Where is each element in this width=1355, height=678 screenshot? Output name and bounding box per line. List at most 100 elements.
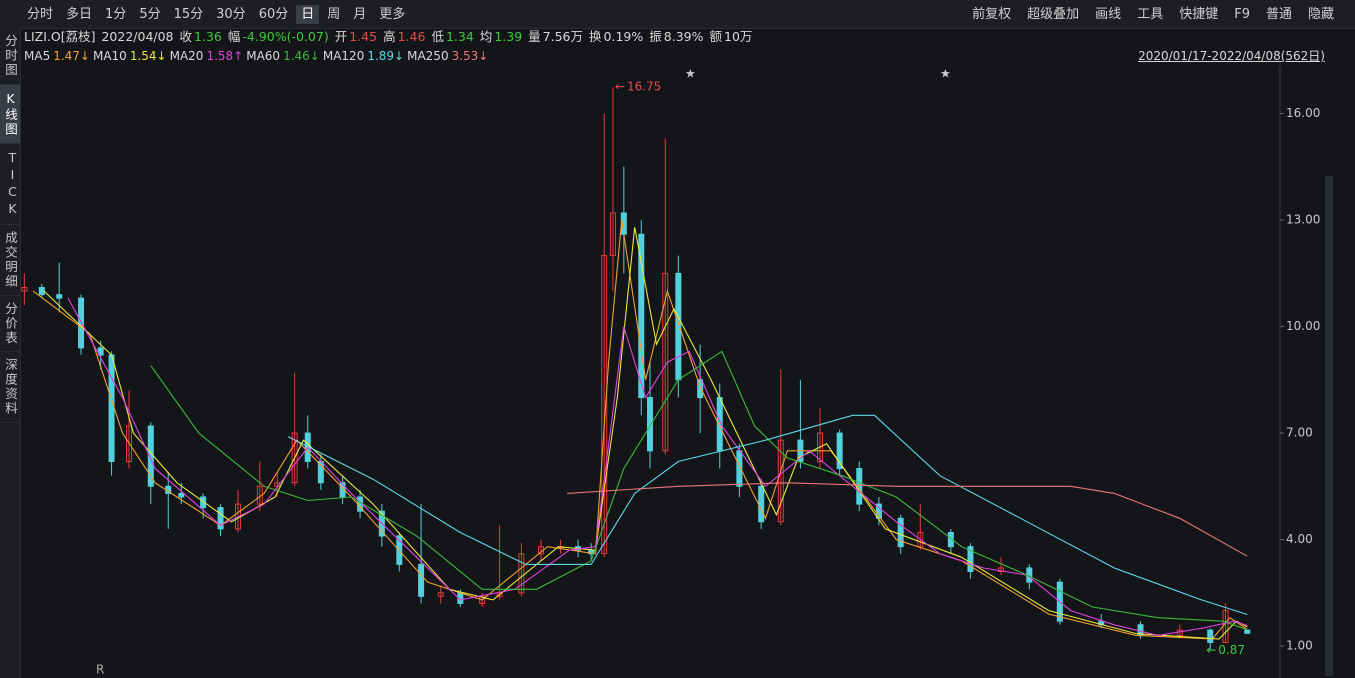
rights-mark: R — [96, 663, 104, 677]
side-tab[interactable]: TICK — [0, 144, 20, 225]
event-star: ★ — [940, 67, 951, 81]
toolbar-button[interactable]: 快捷键 — [1179, 7, 1219, 22]
high-label: 16.75 — [627, 79, 661, 93]
candle-body — [38, 287, 45, 296]
legend-value: 1.47↓ — [53, 49, 90, 63]
field-value: 0.19% — [603, 29, 644, 44]
ma-line — [287, 414, 1248, 616]
candle-body — [897, 517, 904, 548]
field-key: 低 — [431, 29, 444, 44]
ma-line — [567, 482, 1248, 557]
candle-body — [947, 531, 954, 548]
candle-body — [836, 432, 843, 470]
candle-body — [291, 432, 298, 484]
candle-body — [125, 425, 132, 462]
side-tab[interactable]: K线图 — [0, 84, 20, 144]
ma-line — [67, 297, 1248, 636]
date-range[interactable]: 2020/01/17-2022/04/08(562日) — [1138, 49, 1325, 63]
toolbar-button[interactable]: 周 — [327, 7, 341, 22]
arrow: ← — [615, 79, 625, 93]
field-key: 开 — [334, 29, 348, 44]
legend-name: MA250 — [407, 49, 449, 63]
side-tab[interactable]: 深度资料 — [0, 352, 20, 423]
scrollbar[interactable] — [1325, 176, 1333, 676]
field-key: 均 — [479, 29, 493, 44]
y-tick-label: 16.00 — [1286, 106, 1320, 120]
low-label: 0.87 — [1218, 643, 1245, 657]
candle-body — [418, 563, 425, 597]
event-star: ★ — [685, 67, 696, 81]
legend-value: 1.46↓ — [283, 49, 320, 63]
candle-body — [518, 553, 525, 594]
field-key: 振 — [649, 29, 662, 44]
legend-value: 3.53↓ — [451, 49, 489, 63]
sidebar: 分时图 K线图 TICK 成交明细 分价表 深度资料 — [0, 28, 21, 678]
y-tick-label: 13.00 — [1286, 213, 1320, 227]
field-value: 1.34 — [445, 29, 474, 44]
y-tick-label: 7.00 — [1286, 426, 1313, 440]
toolbar-button[interactable]: F9 — [1234, 7, 1250, 22]
side-tab[interactable]: 成交明细 — [0, 225, 20, 296]
candle-body — [609, 212, 616, 257]
legend-name: MA5 — [24, 49, 51, 63]
candle-body — [917, 531, 924, 548]
side-tab[interactable]: 分价表 — [0, 296, 20, 352]
field-key: 高 — [383, 29, 396, 44]
legend-name: MA10 — [92, 49, 127, 63]
field-value: 1.36 — [194, 29, 222, 44]
legend-value: 1.89↓ — [367, 49, 405, 63]
toolbar-button[interactable]: 多日 — [66, 7, 93, 22]
field-value: 1.46 — [397, 29, 426, 44]
field-value: 10万 — [724, 29, 753, 44]
candle-body — [108, 354, 115, 462]
candle-body — [1244, 629, 1251, 634]
legend-name: MA120 — [322, 49, 365, 63]
toolbar-button[interactable]: 前复权 — [972, 7, 1012, 22]
field-value: -4.90%(-0.07) — [242, 29, 329, 44]
toolbar-button[interactable]: 更多 — [379, 7, 406, 22]
toolbar-button[interactable]: 分时 — [27, 7, 54, 22]
field-value: 1.39 — [494, 29, 523, 44]
toolbar: 分时 多日 1分 5分 15分 30分 60分日周月更多 隐藏 普通 F9 快捷键 工具 画线 超级叠加前… — [0, 0, 1355, 29]
toolbar-button[interactable]: 30分 — [216, 7, 246, 22]
candle-body — [1207, 629, 1214, 644]
toolbar-button[interactable]: 隐藏 — [1307, 7, 1334, 22]
field-key: 收 — [179, 29, 193, 44]
candle-body — [97, 347, 104, 356]
candle-body — [647, 397, 653, 452]
field-key: 额 — [709, 29, 722, 44]
toolbar-button[interactable]: 工具 — [1137, 7, 1164, 22]
candle-body — [817, 432, 824, 462]
toolbar-button[interactable]: 普通 — [1265, 7, 1292, 22]
symbol: LIZI.O[荔枝] — [24, 29, 96, 44]
candle-body — [967, 546, 974, 573]
arrow: ← — [1206, 643, 1216, 657]
ma-line — [32, 220, 1248, 640]
toolbar-button[interactable]: 超级叠加 — [1027, 7, 1080, 22]
candle-body — [875, 503, 882, 519]
field-value: 7.56万 — [542, 29, 584, 44]
toolbar-button[interactable]: 日 — [296, 5, 320, 24]
y-tick-label: 4.00 — [1286, 532, 1313, 546]
candle-body — [758, 485, 765, 523]
info-bar: LIZI.O[荔枝] 2022/04/08 收 1.36 幅 -4.90%(-0.07) 开… — [24, 28, 758, 46]
date: 2022/04/08 — [101, 29, 174, 44]
candle-body — [200, 496, 207, 509]
toolbar-button[interactable]: 60分 — [258, 7, 289, 22]
y-tick-label: 10.00 — [1286, 319, 1320, 333]
toolbar-button[interactable]: 15分 — [173, 7, 204, 22]
toolbar-button[interactable]: 画线 — [1095, 7, 1122, 22]
toolbar-button[interactable]: 5分 — [139, 7, 161, 22]
field-key: 幅 — [227, 29, 241, 44]
candle-body — [217, 507, 224, 530]
ma-line — [150, 350, 1248, 631]
legend-value: 1.58↑ — [206, 49, 244, 63]
toolbar-button[interactable]: 月 — [353, 7, 367, 22]
candle-body — [777, 439, 784, 523]
field-key: 量 — [528, 29, 541, 44]
side-tab[interactable]: 分时图 — [0, 28, 20, 85]
candle-body — [479, 595, 486, 604]
legend-name: MA20 — [169, 49, 204, 63]
toolbar-button[interactable]: 1分 — [105, 7, 127, 22]
